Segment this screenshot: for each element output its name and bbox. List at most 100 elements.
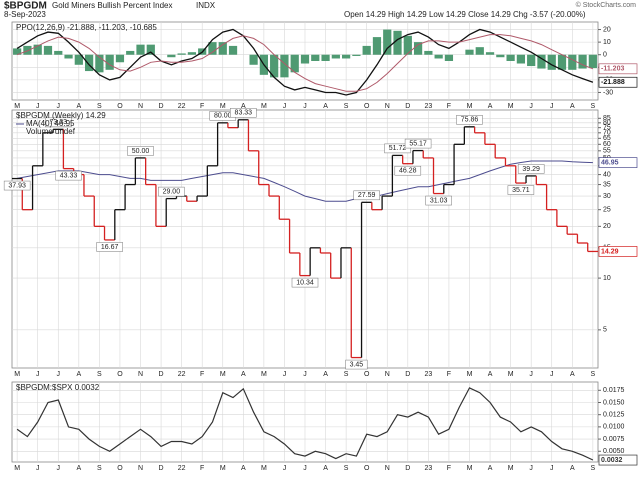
value-label: 3.45: [350, 361, 364, 368]
value-label: 46.28: [399, 168, 417, 175]
x-tick-label: J: [303, 103, 307, 110]
y-tick-label: 0: [603, 52, 607, 59]
x-tick-label: S: [97, 371, 102, 378]
x-tick-label: O: [364, 465, 370, 472]
x-tick-label: A: [488, 371, 493, 378]
value-label: 73.33: [49, 119, 67, 126]
index-name: Gold Miners Bullish Percent Index: [52, 1, 173, 10]
x-tick-label: A: [570, 465, 575, 472]
x-tick-label: J: [529, 371, 533, 378]
histogram-bar: [547, 54, 556, 70]
y-tick-label: 30: [603, 193, 611, 200]
histogram-bar: [506, 54, 515, 61]
x-tick-label: 23: [424, 465, 432, 472]
x-tick-label: 23: [424, 371, 432, 378]
x-tick-label: J: [303, 465, 307, 472]
value-label-box: [404, 138, 432, 149]
value-label-box: [353, 190, 380, 201]
x-tick-label: A: [241, 465, 246, 472]
x-tick-label: S: [97, 465, 102, 472]
x-tick-label: N: [138, 103, 143, 110]
x-tick-label: M: [508, 103, 514, 110]
x-tick-label: O: [364, 371, 370, 378]
x-tick-label: O: [117, 371, 123, 378]
panel-title: $BPGDM:$SPX 0.0032: [16, 383, 100, 392]
x-tick-label: D: [159, 465, 164, 472]
histogram-bar: [383, 29, 392, 55]
value-label-box: [291, 277, 319, 288]
x-tick-label: 22: [178, 465, 186, 472]
histogram-bar: [187, 52, 197, 55]
x-tick-label: D: [405, 371, 410, 378]
y-tick-label: 10: [603, 275, 611, 282]
value-label: 35.71: [512, 187, 530, 194]
y-tick-label: 5: [603, 327, 607, 334]
histogram-bar: [485, 52, 495, 55]
value-label: 83.33: [235, 110, 253, 117]
x-tick-label: A: [323, 103, 328, 110]
y-tick-label: 60: [603, 141, 611, 148]
x-tick-label: M: [508, 465, 514, 472]
x-tick-label: M: [467, 371, 473, 378]
histogram-bar: [167, 54, 176, 58]
quote: Open 14.29 High 14.29 Low 14.29 Close 14…: [344, 10, 586, 19]
value-tag-box: [598, 454, 638, 466]
histogram-bar: [95, 54, 104, 73]
histogram-bar: [290, 54, 299, 73]
value-tag: 46.95: [601, 159, 619, 166]
value-label: 39.29: [522, 166, 540, 173]
value-tag: -21.888: [601, 79, 625, 86]
x-tick-label: J: [283, 371, 287, 378]
x-tick-label: M: [220, 371, 226, 378]
histogram-bar: [54, 50, 63, 55]
value-label: 43.33: [60, 172, 78, 179]
histogram-bar: [23, 45, 32, 55]
histogram-bar: [434, 54, 443, 59]
histogram-bar: [64, 54, 73, 59]
y-tick-label: 75: [603, 124, 611, 131]
histogram-bar: [342, 54, 351, 59]
histogram-bar: [362, 45, 371, 55]
value-label: 29.00: [163, 188, 181, 195]
x-tick-label: J: [36, 371, 40, 378]
y-tick-label: 70: [603, 130, 611, 137]
value-tag: 0.0032: [601, 457, 623, 464]
moving-average: [17, 160, 593, 202]
value-tag-box: [598, 76, 638, 88]
histogram-bar: [475, 47, 484, 55]
y-tick-label: 0.0125: [603, 412, 625, 419]
value-label: 55.17: [409, 140, 427, 147]
x-tick-label: 23: [424, 103, 432, 110]
x-tick-label: M: [14, 371, 20, 378]
value-tag: -11.203: [601, 66, 624, 73]
x-tick-label: O: [364, 103, 370, 110]
x-tick-label: O: [117, 103, 123, 110]
histogram-bar: [300, 54, 310, 64]
y-tick-label: 0.0100: [603, 424, 625, 431]
legend-entry: MA(40) 46.95: [26, 119, 75, 128]
value-tag-box: [598, 63, 638, 75]
histogram-bar: [115, 54, 125, 63]
ppo-line: [16, 28, 594, 96]
y-tick-label: 55: [603, 148, 611, 155]
y-tick-label: 65: [603, 135, 611, 142]
x-tick-label: S: [344, 371, 349, 378]
value-label-box: [3, 180, 31, 191]
histogram-bar: [372, 37, 382, 55]
histogram-bar: [557, 54, 567, 70]
x-tick-label: M: [467, 465, 473, 472]
value-label-box: [230, 108, 257, 118]
y-tick-label: 0.0175: [603, 387, 625, 394]
histogram-bar: [568, 54, 577, 70]
histogram-bar: [465, 49, 474, 55]
legend-entry: $BPGDM (Weekly) 14.29: [16, 111, 106, 120]
histogram-bar: [84, 54, 94, 72]
value-label-box: [345, 359, 368, 370]
x-tick-label: A: [241, 371, 246, 378]
x-tick-label: S: [591, 103, 596, 110]
value-label-box: [517, 164, 545, 174]
histogram-bar: [218, 42, 227, 55]
value-label: 80.00: [214, 113, 232, 120]
value-label: 37.93: [8, 182, 26, 189]
x-tick-label: F: [200, 371, 204, 378]
